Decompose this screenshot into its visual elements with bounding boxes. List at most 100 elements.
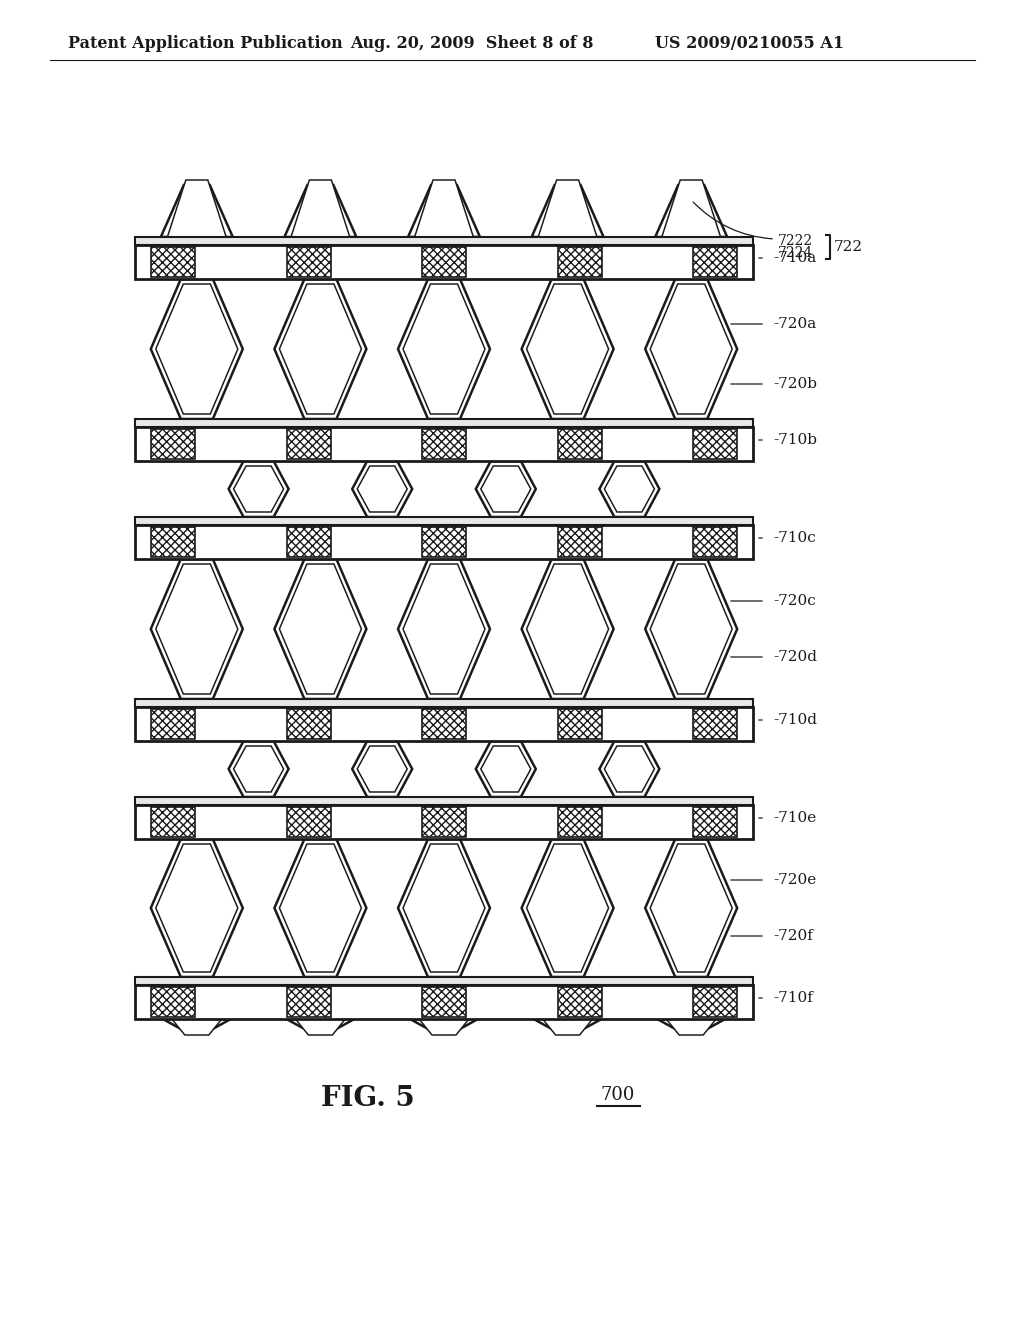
Polygon shape — [151, 840, 243, 977]
Polygon shape — [151, 279, 243, 418]
Polygon shape — [657, 1019, 725, 1030]
Bar — [135, 246, 753, 279]
Bar — [151, 429, 195, 459]
Polygon shape — [476, 741, 536, 797]
Text: 700: 700 — [600, 1086, 635, 1104]
Bar — [693, 807, 737, 837]
Bar — [693, 527, 737, 557]
Bar — [287, 987, 331, 1016]
Bar — [422, 429, 466, 459]
Polygon shape — [287, 1019, 354, 1030]
Bar — [287, 807, 331, 837]
Polygon shape — [604, 746, 654, 792]
Bar — [557, 987, 601, 1016]
Polygon shape — [403, 284, 485, 414]
Bar — [151, 987, 195, 1016]
Polygon shape — [228, 741, 289, 797]
Polygon shape — [408, 185, 480, 238]
Polygon shape — [521, 840, 613, 977]
Polygon shape — [233, 466, 284, 512]
Polygon shape — [645, 840, 737, 977]
Polygon shape — [476, 461, 536, 517]
Bar — [135, 708, 753, 741]
Bar — [135, 700, 753, 708]
Text: -710f: -710f — [773, 991, 813, 1005]
Polygon shape — [285, 185, 356, 238]
Bar — [557, 709, 601, 739]
Bar — [693, 987, 737, 1016]
Polygon shape — [645, 279, 737, 418]
Polygon shape — [168, 1014, 226, 1035]
Bar — [135, 977, 753, 985]
Polygon shape — [166, 180, 227, 242]
Polygon shape — [403, 843, 485, 972]
Bar — [422, 807, 466, 837]
Text: -710b: -710b — [773, 433, 817, 447]
Bar — [287, 527, 331, 557]
Polygon shape — [604, 466, 654, 512]
Bar — [135, 985, 753, 1019]
Polygon shape — [352, 461, 413, 517]
Polygon shape — [481, 466, 530, 512]
Bar — [135, 517, 753, 525]
Polygon shape — [280, 284, 361, 414]
Polygon shape — [163, 1019, 230, 1030]
Polygon shape — [413, 180, 475, 242]
Text: Patent Application Publication: Patent Application Publication — [68, 36, 343, 53]
Text: -720e: -720e — [773, 873, 816, 887]
Bar — [151, 807, 195, 837]
Text: 7224: 7224 — [778, 246, 813, 260]
Polygon shape — [599, 741, 659, 797]
Polygon shape — [352, 741, 413, 797]
Polygon shape — [274, 840, 367, 977]
Polygon shape — [526, 843, 608, 972]
Bar — [557, 429, 601, 459]
Bar — [693, 429, 737, 459]
Polygon shape — [539, 1014, 597, 1035]
Polygon shape — [156, 284, 238, 414]
Bar — [422, 247, 466, 277]
Bar — [557, 527, 601, 557]
Bar — [135, 525, 753, 558]
Text: 722: 722 — [834, 240, 863, 253]
Polygon shape — [660, 180, 722, 242]
Polygon shape — [398, 279, 490, 418]
Text: 7222: 7222 — [778, 234, 813, 248]
Polygon shape — [292, 1014, 349, 1035]
Text: Aug. 20, 2009  Sheet 8 of 8: Aug. 20, 2009 Sheet 8 of 8 — [350, 36, 594, 53]
Bar — [287, 247, 331, 277]
Text: -710a: -710a — [773, 251, 816, 265]
Polygon shape — [650, 843, 732, 972]
Bar — [422, 987, 466, 1016]
Polygon shape — [481, 746, 530, 792]
Polygon shape — [403, 564, 485, 694]
Bar — [135, 418, 753, 426]
Bar — [693, 247, 737, 277]
Bar — [151, 709, 195, 739]
Bar — [135, 426, 753, 461]
Text: -710c: -710c — [773, 531, 816, 545]
Polygon shape — [280, 843, 361, 972]
Polygon shape — [663, 1014, 720, 1035]
Text: -710d: -710d — [773, 713, 817, 727]
Polygon shape — [521, 279, 613, 418]
Bar — [151, 527, 195, 557]
Polygon shape — [526, 564, 608, 694]
Bar — [693, 709, 737, 739]
Polygon shape — [415, 1014, 473, 1035]
Text: US 2009/0210055 A1: US 2009/0210055 A1 — [655, 36, 844, 53]
Polygon shape — [274, 558, 367, 700]
Polygon shape — [233, 746, 284, 792]
Polygon shape — [156, 843, 238, 972]
Polygon shape — [655, 185, 727, 238]
Polygon shape — [534, 1019, 601, 1030]
Polygon shape — [161, 185, 232, 238]
Polygon shape — [228, 461, 289, 517]
Text: -720c: -720c — [773, 594, 816, 609]
Polygon shape — [398, 840, 490, 977]
Polygon shape — [156, 564, 238, 694]
Text: -720f: -720f — [773, 929, 813, 942]
Polygon shape — [645, 558, 737, 700]
Text: -720a: -720a — [773, 317, 816, 331]
Text: -710e: -710e — [773, 810, 816, 825]
